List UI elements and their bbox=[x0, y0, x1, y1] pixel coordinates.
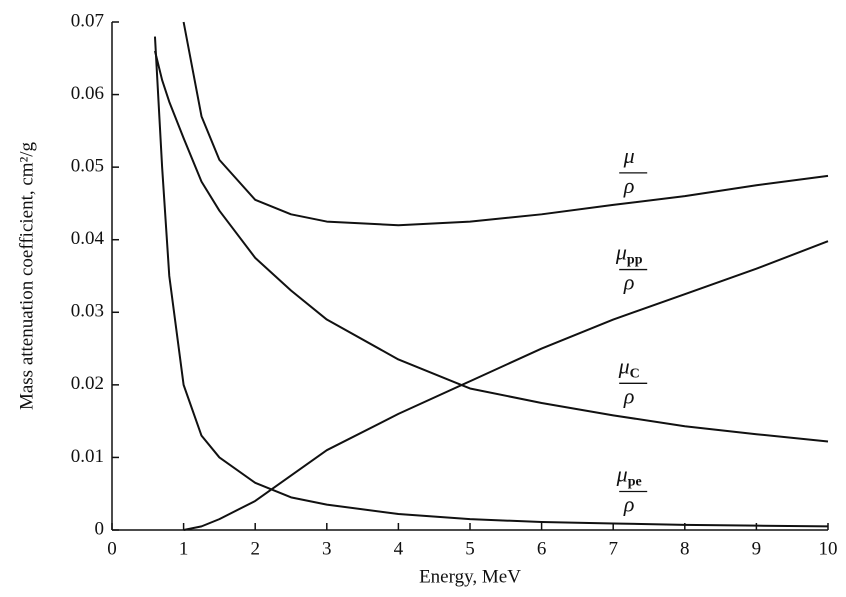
label-subscript: pe bbox=[628, 475, 642, 490]
label-symbol: μ bbox=[623, 143, 635, 168]
chart: Energy, MeV Mass attenuation coefficient… bbox=[0, 0, 846, 597]
y-tick-label: 0.01 bbox=[71, 446, 104, 467]
y-tick-label: 0 bbox=[95, 518, 105, 539]
x-tick-label: 2 bbox=[250, 538, 260, 559]
label-denominator: ρ bbox=[623, 492, 635, 517]
x-tick-label: 1 bbox=[179, 538, 189, 559]
x-tick-label: 4 bbox=[394, 538, 404, 559]
y-axis-label: Mass attenuation coefficient, cm²/g bbox=[16, 141, 37, 410]
series-line bbox=[155, 37, 828, 527]
y-tick-label: 0.07 bbox=[71, 10, 104, 31]
label-symbol: μpe bbox=[616, 462, 642, 490]
x-axis-label: Energy, MeV bbox=[419, 566, 521, 587]
label-denominator: ρ bbox=[623, 270, 635, 295]
y-tick-label: 0.05 bbox=[71, 156, 104, 177]
label-symbol-text: μ bbox=[615, 240, 627, 265]
label-subscript: pp bbox=[627, 253, 643, 268]
series-label: μCρ bbox=[618, 353, 648, 408]
x-tick-label: 6 bbox=[537, 538, 547, 559]
label-symbol: μpp bbox=[615, 240, 643, 268]
series-line bbox=[184, 241, 828, 530]
x-tick-label: 0 bbox=[107, 538, 117, 559]
x-tick-label: 10 bbox=[819, 538, 838, 559]
series-line bbox=[155, 51, 828, 441]
label-symbol-text: μ bbox=[616, 462, 628, 487]
label-subscript: C bbox=[630, 367, 640, 382]
x-tick-label: 5 bbox=[465, 538, 475, 559]
label-denominator: ρ bbox=[623, 173, 635, 198]
y-tick-label: 0.04 bbox=[71, 228, 105, 249]
x-tick-label: 9 bbox=[752, 538, 762, 559]
series-label: μρ bbox=[619, 143, 647, 198]
y-tick-label: 0.06 bbox=[71, 83, 104, 104]
series-line bbox=[184, 22, 828, 225]
label-symbol-text: μ bbox=[618, 353, 630, 378]
x-tick-label: 8 bbox=[680, 538, 690, 559]
label-denominator: ρ bbox=[623, 383, 635, 408]
label-symbol-text: μ bbox=[623, 143, 635, 168]
y-tick-label: 0.02 bbox=[71, 373, 104, 394]
label-symbol: μC bbox=[618, 353, 640, 381]
x-tick-label: 7 bbox=[608, 538, 618, 559]
x-tick-label: 3 bbox=[322, 538, 332, 559]
y-tick-label: 0.03 bbox=[71, 301, 104, 322]
